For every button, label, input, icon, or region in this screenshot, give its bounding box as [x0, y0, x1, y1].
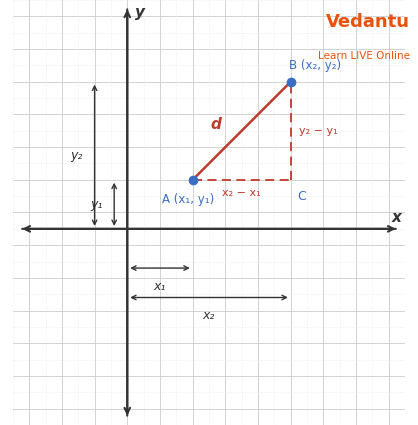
Text: x₂ − x₁: x₂ − x₁: [222, 188, 261, 198]
Text: y₂: y₂: [70, 149, 83, 162]
Text: x₁: x₁: [154, 280, 166, 292]
Text: y₁: y₁: [90, 198, 102, 211]
Text: Learn LIVE Online: Learn LIVE Online: [318, 51, 410, 61]
Text: y: y: [135, 5, 145, 20]
Text: A (x₁, y₁): A (x₁, y₁): [162, 193, 214, 206]
Text: x: x: [392, 210, 402, 225]
Text: y₂ − y₁: y₂ − y₁: [299, 126, 337, 136]
Text: d: d: [210, 117, 221, 132]
Text: C: C: [297, 190, 306, 203]
Text: x₂: x₂: [203, 309, 215, 322]
Text: Vedantu: Vedantu: [326, 13, 410, 31]
Text: B (x₂, y₂): B (x₂, y₂): [289, 59, 341, 72]
